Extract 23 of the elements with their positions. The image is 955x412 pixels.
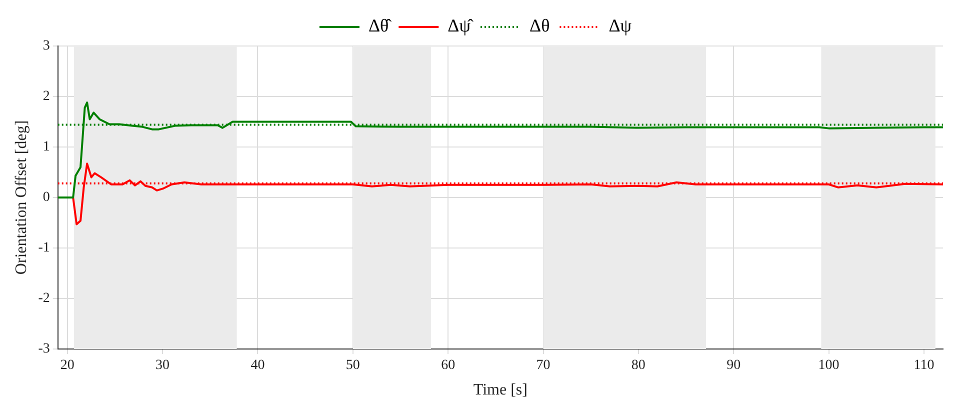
x-tick-label: 80 (631, 358, 646, 374)
y-tick-label: 2 (42, 89, 50, 104)
x-tick-label: 90 (726, 358, 741, 374)
legend-label: Δψ̂ (448, 16, 474, 36)
x-axis-title: Time [s] (473, 382, 528, 399)
y-tick-label: -3 (38, 342, 50, 357)
y-tick-label: 3 (42, 38, 50, 54)
x-tick-label: 50 (346, 358, 360, 374)
y-axis-title: Orientation Offset [deg] (12, 120, 30, 275)
y-tick-label: 0 (42, 190, 50, 206)
y-tick-label: -2 (38, 291, 50, 306)
y-tick-label: -1 (38, 240, 50, 256)
x-tick-label: 70 (536, 358, 550, 374)
legend-label: Δψ (608, 16, 632, 36)
x-tick-label: 100 (818, 358, 840, 374)
x-tick-label: 20 (60, 358, 74, 374)
x-tick-label: 40 (250, 358, 265, 374)
y-tick-label: 1 (42, 140, 50, 155)
legend-label: Δθ (530, 16, 550, 36)
legend-label: Δθ̂ (368, 16, 392, 36)
x-tick-label: 110 (914, 358, 934, 374)
x-tick-label: 60 (441, 358, 456, 374)
x-tick-label: 30 (156, 358, 170, 374)
